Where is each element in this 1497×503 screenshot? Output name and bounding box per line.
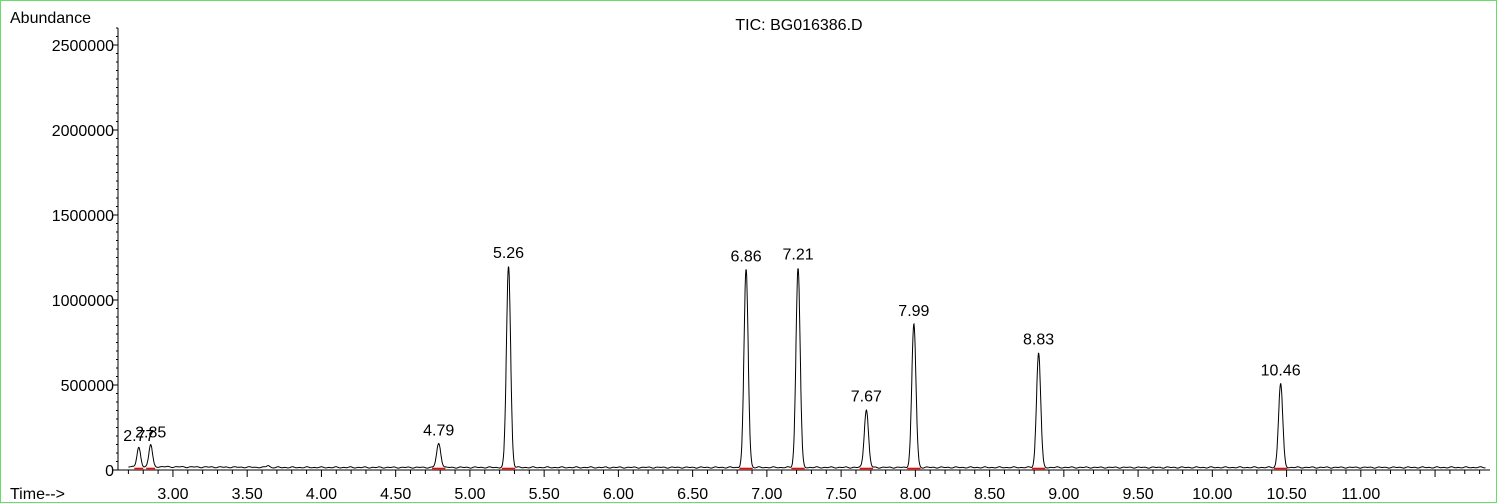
x-tick-label: 6.00 [603, 486, 634, 503]
y-tick-label: 1000000 [52, 293, 114, 310]
x-tick-label: 9.50 [1123, 486, 1154, 503]
peak-labels: 2.772.85 4.79 5.26 6.86 7.21 7.67 7.99 8.83 10.4… [123, 245, 1301, 445]
x-tick-label: 11.00 [1341, 486, 1380, 503]
x-tick-label: 3.50 [232, 486, 263, 503]
tic-trace [128, 266, 1486, 470]
x-axis-label: Time--> [10, 486, 65, 503]
peak-label: 7.67 [851, 389, 882, 406]
x-tick-label: 3.00 [157, 486, 188, 503]
x-tick-label: 10.00 [1192, 486, 1232, 503]
tic-trace-line [128, 266, 1486, 469]
peak-label: 2.77 [123, 428, 154, 445]
peak-label: 10.46 [1261, 362, 1301, 379]
x-tick-label: 5.00 [454, 486, 485, 503]
peak-label: 5.26 [493, 245, 524, 262]
x-tick-label: 7.50 [826, 486, 857, 503]
peak-label: 4.79 [423, 423, 454, 440]
x-tick-label: 8.00 [900, 486, 931, 503]
x-tick-label: 8.50 [974, 486, 1005, 503]
x-tick-label: 6.50 [677, 486, 708, 503]
peak-label: 7.21 [782, 247, 813, 264]
x-tick-label: 7.00 [751, 486, 782, 503]
y-tick-label: 1500000 [52, 208, 114, 225]
y-tick-label: 500000 [61, 378, 114, 395]
peak-label: 2.85 [135, 424, 166, 441]
x-tick-label: 4.50 [380, 486, 411, 503]
y-axis-label: Abundance [10, 10, 91, 27]
y-tick-label: 2500000 [52, 38, 114, 55]
chart-title: TIC: BG016386.D [735, 17, 862, 34]
peak-label: 6.86 [731, 248, 762, 265]
y-tick-label: 0 [105, 463, 114, 480]
x-tick-label: 5.50 [529, 486, 560, 503]
x-tick-label: 9.00 [1048, 486, 1079, 503]
peak-label: 7.99 [898, 303, 929, 320]
peak-label: 8.83 [1023, 332, 1054, 349]
axes: 0 500000 1000000 1500000 2000000 2500000 3.00 3… [52, 27, 1490, 503]
x-tick-label: 10.50 [1267, 486, 1307, 503]
y-tick-label: 2000000 [52, 123, 114, 140]
x-tick-label: 4.00 [306, 486, 337, 503]
